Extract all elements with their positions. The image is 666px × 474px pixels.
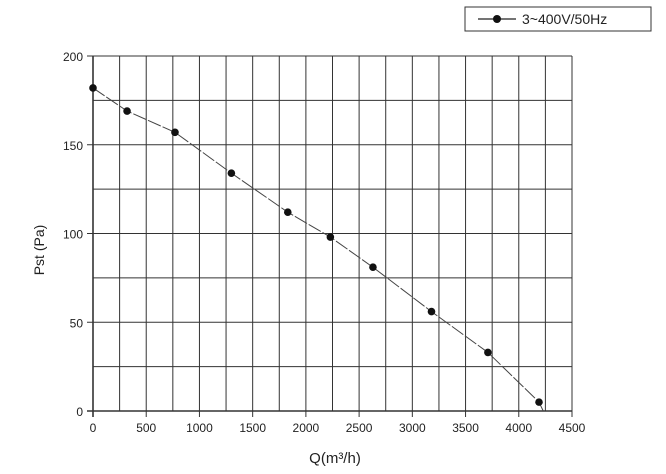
data-point	[171, 128, 179, 137]
x-tick-label: 500	[136, 421, 156, 435]
tick-labels: 0 500 1000 1500 2000 2500 3000 3500 4000 4500 0 50 1…	[63, 50, 586, 435]
data-point	[283, 208, 292, 216]
y-axis-label: Pst (Pa)	[31, 225, 47, 276]
series-3-400v-50hz	[89, 84, 544, 412]
data-point	[326, 233, 335, 241]
x-tick-label: 1500	[239, 421, 266, 435]
grid	[87, 55, 573, 417]
data-point	[89, 84, 97, 92]
x-tick-label: 3500	[452, 421, 479, 435]
y-tick-label: 150	[63, 139, 83, 153]
series-line	[92, 87, 544, 412]
data-point	[369, 263, 377, 272]
x-tick-label: 4000	[505, 421, 532, 435]
y-tick-label: 50	[70, 316, 84, 330]
legend-label: 3~400V/50Hz	[522, 11, 607, 27]
x-axis-label: Q(m³/h)	[309, 450, 361, 467]
x-tick-label: 1000	[186, 421, 213, 435]
y-tick-label: 0	[76, 405, 83, 419]
x-tick-label: 0	[90, 421, 97, 435]
x-tick-label: 2000	[293, 421, 320, 435]
x-tick-label: 4500	[559, 421, 586, 435]
y-tick-label: 100	[63, 228, 83, 242]
data-point	[123, 107, 131, 115]
x-tick-label: 3000	[399, 421, 426, 435]
y-tick-label: 200	[63, 50, 83, 64]
legend-marker	[493, 15, 501, 23]
data-point	[484, 348, 492, 357]
data-point	[427, 307, 436, 316]
data-point	[535, 398, 543, 406]
x-tick-label: 2500	[346, 421, 373, 435]
data-point	[227, 169, 236, 177]
legend: 3~400V/50Hz	[464, 6, 652, 32]
